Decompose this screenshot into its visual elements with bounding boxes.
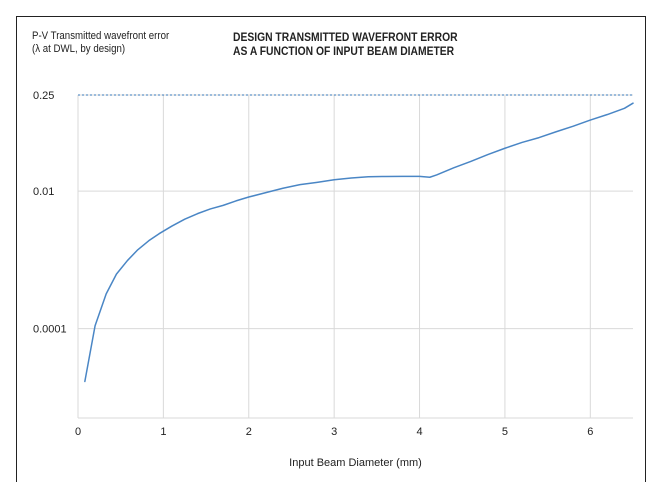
- y-tick-label: 0.01: [33, 186, 54, 198]
- y-axis-label-line-1: P-V Transmitted wavefront error: [32, 30, 170, 42]
- chart-title: DESIGN TRANSMITTED WAVEFRONT ERROR AS A …: [233, 30, 458, 58]
- x-tick-label: 1: [160, 426, 166, 438]
- chart-title-line-2: AS A FUNCTION OF INPUT BEAM DIAMETER: [233, 44, 455, 58]
- y-tick-label: 0.0001: [33, 324, 67, 336]
- series-line: [84, 102, 634, 383]
- x-tick-label: 5: [502, 426, 508, 438]
- x-tick-label: 4: [416, 426, 422, 438]
- y-axis-label-line-2: (λ at DWL, by design): [32, 43, 126, 55]
- x-tick-label: 3: [331, 426, 337, 438]
- chart-title-line-1: DESIGN TRANSMITTED WAVEFRONT ERROR: [233, 30, 458, 44]
- x-tick-label: 6: [587, 426, 593, 438]
- chart-frame: [16, 16, 646, 482]
- y-axis-label: P-V Transmitted wavefront error (λ at DW…: [32, 30, 169, 56]
- y-tick-label: 0.25: [33, 90, 54, 102]
- x-axis-title: Input Beam Diameter (mm): [289, 457, 422, 469]
- x-tick-label: 0: [75, 426, 81, 438]
- x-tick-label: 2: [246, 426, 252, 438]
